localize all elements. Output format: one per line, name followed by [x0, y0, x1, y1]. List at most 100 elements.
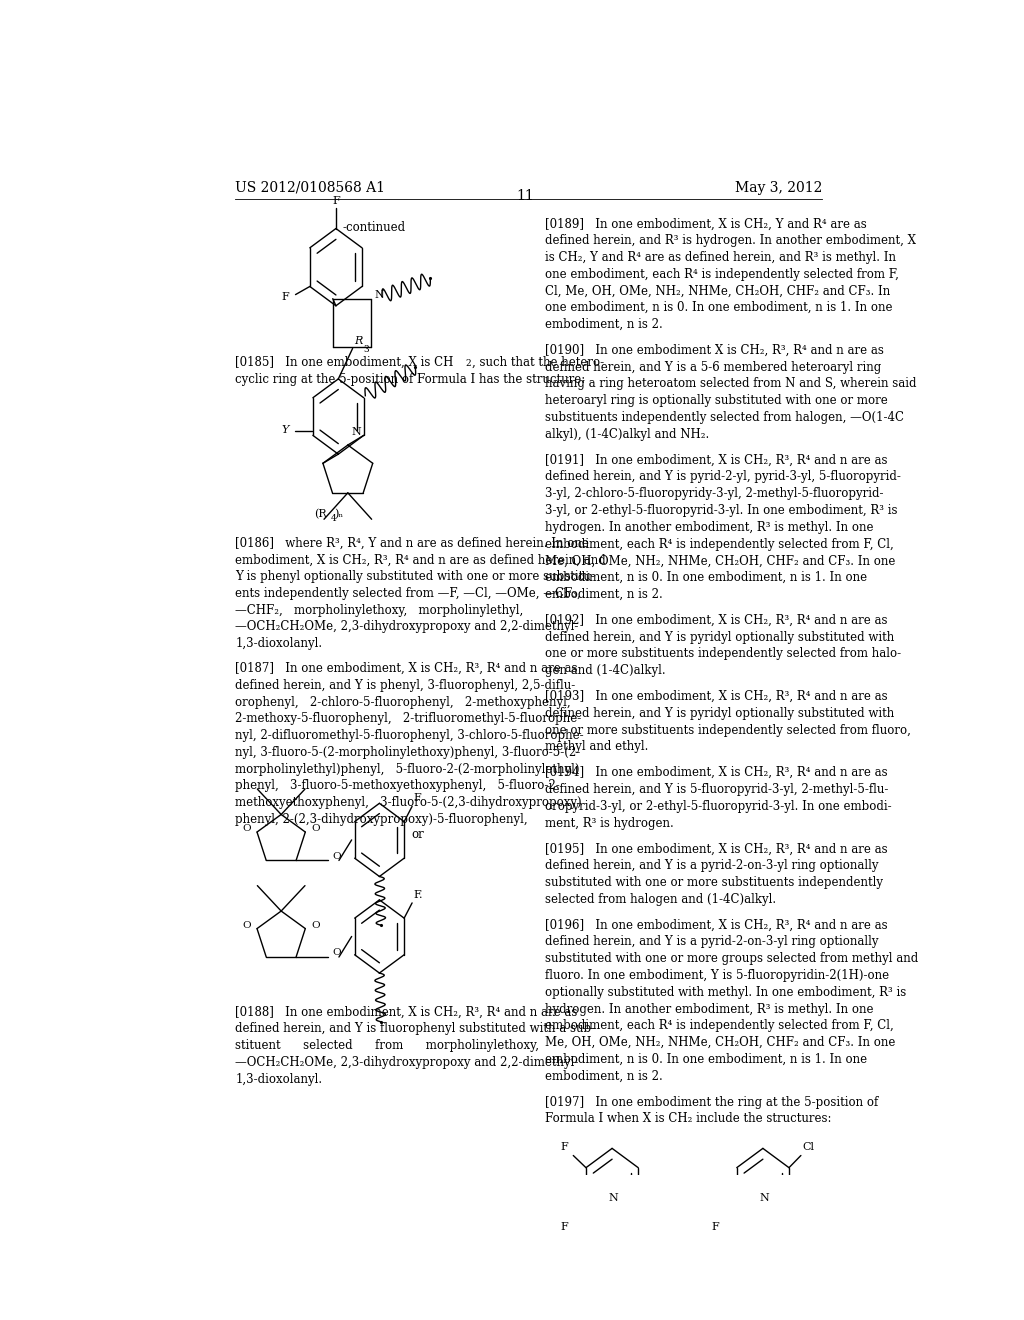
- Text: [0185]   In one embodiment, X is CH: [0185] In one embodiment, X is CH: [236, 355, 454, 368]
- Text: hydrogen. In another embodiment, R³ is methyl. In one: hydrogen. In another embodiment, R³ is m…: [545, 1002, 873, 1015]
- Text: 3: 3: [362, 345, 369, 354]
- Text: N: N: [374, 289, 384, 300]
- Text: embodiment, each R⁴ is independently selected from F, Cl,: embodiment, each R⁴ is independently sel…: [545, 537, 893, 550]
- Text: selected from halogen and (1-4C)alkyl.: selected from halogen and (1-4C)alkyl.: [545, 892, 776, 906]
- Text: embodiment, each R⁴ is independently selected from F, Cl,: embodiment, each R⁴ is independently sel…: [545, 1019, 893, 1032]
- Text: [0193]   In one embodiment, X is CH₂, R³, R⁴ and n are as: [0193] In one embodiment, X is CH₂, R³, …: [545, 690, 887, 704]
- Text: [0194]   In one embodiment, X is CH₂, R³, R⁴ and n are as: [0194] In one embodiment, X is CH₂, R³, …: [545, 766, 887, 779]
- Text: Formula I when X is CH₂ include the structures:: Formula I when X is CH₂ include the stru…: [545, 1113, 831, 1125]
- Text: Me, OH, OMe, NH₂, NHMe, CH₂OH, CHF₂ and CF₃. In one: Me, OH, OMe, NH₂, NHMe, CH₂OH, CHF₂ and …: [545, 554, 895, 568]
- Text: [0190]   In one embodiment X is CH₂, R³, R⁴ and n are as: [0190] In one embodiment X is CH₂, R³, R…: [545, 345, 884, 356]
- Text: O: O: [333, 949, 341, 957]
- Text: embodiment, n is 2.: embodiment, n is 2.: [545, 1069, 663, 1082]
- Text: Cl, Me, OH, OMe, NH₂, NHMe, CH₂OH, CHF₂ and CF₃. In: Cl, Me, OH, OMe, NH₂, NHMe, CH₂OH, CHF₂ …: [545, 284, 890, 297]
- Text: Y: Y: [282, 425, 289, 436]
- Text: [0197]   In one embodiment the ring at the 5-position of: [0197] In one embodiment the ring at the…: [545, 1096, 878, 1109]
- Text: methoxyethoxyphenyl,   3-fluoro-5-(2,3-dihydroxypropoxy): methoxyethoxyphenyl, 3-fluoro-5-(2,3-dih…: [236, 796, 582, 809]
- Text: 1,3-dioxolanyl.: 1,3-dioxolanyl.: [236, 638, 323, 651]
- Text: —CHF₂,   morpholinylethoxy,   morpholinylethyl,: —CHF₂, morpholinylethoxy, morpholinyleth…: [236, 603, 523, 616]
- Text: R: R: [354, 337, 362, 346]
- Text: 3-yl, or 2-ethyl-5-fluoropyrid-3-yl. In one embodiment, R³ is: 3-yl, or 2-ethyl-5-fluoropyrid-3-yl. In …: [545, 504, 897, 517]
- Text: nyl, 3-fluoro-5-(2-morpholinylethoxy)phenyl, 3-fluoro-5-(2-: nyl, 3-fluoro-5-(2-morpholinylethoxy)phe…: [236, 746, 581, 759]
- Text: embodiment, n is 2.: embodiment, n is 2.: [545, 318, 663, 331]
- Text: cyclic ring at the 5-position of Formula I has the structure:: cyclic ring at the 5-position of Formula…: [236, 372, 586, 385]
- Text: O: O: [311, 921, 321, 931]
- Text: F: F: [561, 1221, 568, 1232]
- Text: 1,3-dioxolanyl.: 1,3-dioxolanyl.: [236, 1073, 323, 1085]
- Text: defined herein, and Y is a pyrid-2-on-3-yl ring optionally: defined herein, and Y is a pyrid-2-on-3-…: [545, 859, 879, 873]
- Text: Y is phenyl optionally substituted with one or more substitu-: Y is phenyl optionally substituted with …: [236, 570, 595, 583]
- Text: defined herein, and Y is a 5-6 membered heteroaryl ring: defined herein, and Y is a 5-6 membered …: [545, 360, 881, 374]
- Text: one or more substituents independently selected from halo-: one or more substituents independently s…: [545, 647, 901, 660]
- Text: -continued: -continued: [342, 222, 406, 235]
- Text: , such that the hetero-: , such that the hetero-: [472, 355, 604, 368]
- Text: is CH₂, Y and R⁴ are as defined herein, and R³ is methyl. In: is CH₂, Y and R⁴ are as defined herein, …: [545, 251, 896, 264]
- Text: N: N: [760, 1193, 769, 1204]
- Text: embodiment, n is 0. In one embodiment, n is 1. In one: embodiment, n is 0. In one embodiment, n…: [545, 1053, 866, 1065]
- Text: F: F: [282, 292, 289, 302]
- Text: F.: F.: [414, 890, 423, 900]
- Text: oropyrid-3-yl, or 2-ethyl-5-fluoropyrid-3-yl. In one embodi-: oropyrid-3-yl, or 2-ethyl-5-fluoropyrid-…: [545, 800, 891, 813]
- Text: defined herein, and Y is fluorophenyl substituted with a sub-: defined herein, and Y is fluorophenyl su…: [236, 1023, 595, 1035]
- Text: one embodiment, n is 0. In one embodiment, n is 1. In one: one embodiment, n is 0. In one embodimen…: [545, 301, 892, 314]
- Text: optionally substituted with methyl. In one embodiment, R³ is: optionally substituted with methyl. In o…: [545, 986, 906, 999]
- Text: —OCH₂CH₂OMe, 2,3-dihydroxypropoxy and 2,2-dimethyl-: —OCH₂CH₂OMe, 2,3-dihydroxypropoxy and 2,…: [236, 620, 579, 634]
- Text: F: F: [561, 1142, 568, 1152]
- Text: alkyl), (1-4C)alkyl and NH₂.: alkyl), (1-4C)alkyl and NH₂.: [545, 428, 709, 441]
- Text: [0196]   In one embodiment, X is CH₂, R³, R⁴ and n are as: [0196] In one embodiment, X is CH₂, R³, …: [545, 919, 887, 932]
- Text: F: F: [712, 1221, 719, 1232]
- Text: nyl, 2-difluoromethyl-5-fluorophenyl, 3-chloro-5-fluorophe-: nyl, 2-difluoromethyl-5-fluorophenyl, 3-…: [236, 729, 584, 742]
- Text: fluoro. In one embodiment, Y is 5-fluoropyridin-2(1H)-one: fluoro. In one embodiment, Y is 5-fluoro…: [545, 969, 889, 982]
- Text: methyl and ethyl.: methyl and ethyl.: [545, 741, 648, 754]
- Text: defined herein, and Y is pyridyl optionally substituted with: defined herein, and Y is pyridyl optiona…: [545, 631, 894, 644]
- Text: heteroaryl ring is optionally substituted with one or more: heteroaryl ring is optionally substitute…: [545, 395, 888, 407]
- Text: [0192]   In one embodiment, X is CH₂, R³, R⁴ and n are as: [0192] In one embodiment, X is CH₂, R³, …: [545, 614, 887, 627]
- Text: May 3, 2012: May 3, 2012: [735, 181, 822, 195]
- Text: F: F: [414, 793, 422, 804]
- Text: ents independently selected from —F, —Cl, —OMe, —CF₃,: ents independently selected from —F, —Cl…: [236, 587, 581, 599]
- Text: —OCH₂CH₂OMe, 2,3-dihydroxypropoxy and 2,2-dimethyl-: —OCH₂CH₂OMe, 2,3-dihydroxypropoxy and 2,…: [236, 1056, 579, 1069]
- Text: [0191]   In one embodiment, X is CH₂, R³, R⁴ and n are as: [0191] In one embodiment, X is CH₂, R³, …: [545, 454, 887, 467]
- Text: [0195]   In one embodiment, X is CH₂, R³, R⁴ and n are as: [0195] In one embodiment, X is CH₂, R³, …: [545, 842, 887, 855]
- Text: Me, OH, OMe, NH₂, NHMe, CH₂OH, CHF₂ and CF₃. In one: Me, OH, OMe, NH₂, NHMe, CH₂OH, CHF₂ and …: [545, 1036, 895, 1049]
- Text: US 2012/0108568 A1: US 2012/0108568 A1: [236, 181, 385, 195]
- Text: O: O: [242, 921, 251, 931]
- Text: stituent      selected      from      morpholinylethoxy,: stituent selected from morpholinylethoxy…: [236, 1039, 539, 1052]
- Text: embodiment, X is CH₂, R³, R⁴ and n are as defined herein, and: embodiment, X is CH₂, R³, R⁴ and n are a…: [236, 553, 606, 566]
- Text: 2: 2: [465, 359, 471, 368]
- Text: [0187]   In one embodiment, X is CH₂, R³, R⁴ and n are as: [0187] In one embodiment, X is CH₂, R³, …: [236, 663, 578, 675]
- Text: or: or: [412, 829, 424, 841]
- Text: substituted with one or more substituents independently: substituted with one or more substituent…: [545, 876, 883, 888]
- Text: [0186]   where R³, R⁴, Y and n are as defined herein. In one: [0186] where R³, R⁴, Y and n are as defi…: [236, 536, 589, 549]
- Text: phenyl, 2-(2,3-dihydroxypropoxy)-5-fluorophenyl,: phenyl, 2-(2,3-dihydroxypropoxy)-5-fluor…: [236, 813, 527, 826]
- Text: Cl: Cl: [803, 1142, 814, 1152]
- Text: N: N: [351, 426, 360, 437]
- Text: one embodiment, each R⁴ is independently selected from F,: one embodiment, each R⁴ is independently…: [545, 268, 898, 281]
- Text: defined herein, and Y is phenyl, 3-fluorophenyl, 2,5-diflu-: defined herein, and Y is phenyl, 3-fluor…: [236, 678, 575, 692]
- Text: phenyl,   3-fluoro-5-methoxyethoxyphenyl,   5-fluoro-2-: phenyl, 3-fluoro-5-methoxyethoxyphenyl, …: [236, 779, 560, 792]
- Text: O: O: [311, 825, 321, 833]
- Text: [0188]   In one embodiment, X is CH₂, R³, R⁴ and n are as: [0188] In one embodiment, X is CH₂, R³, …: [236, 1006, 578, 1019]
- Text: 11: 11: [516, 189, 534, 203]
- Text: embodiment, n is 2.: embodiment, n is 2.: [545, 587, 663, 601]
- Text: embodiment, n is 0. In one embodiment, n is 1. In one: embodiment, n is 0. In one embodiment, n…: [545, 572, 866, 583]
- Text: [0189]   In one embodiment, X is CH₂, Y and R⁴ are as: [0189] In one embodiment, X is CH₂, Y an…: [545, 218, 866, 231]
- Text: defined herein, and Y is 5-fluoropyrid-3-yl, 2-methyl-5-flu-: defined herein, and Y is 5-fluoropyrid-3…: [545, 783, 888, 796]
- Text: N: N: [609, 1193, 618, 1204]
- Text: (R: (R: [314, 510, 327, 519]
- Text: F: F: [332, 197, 340, 206]
- Text: ment, R³ is hydrogen.: ment, R³ is hydrogen.: [545, 817, 674, 829]
- Text: orophenyl,   2-chloro-5-fluorophenyl,   2-methoxyphenyl,: orophenyl, 2-chloro-5-fluorophenyl, 2-me…: [236, 696, 570, 709]
- Text: defined herein, and Y is pyrid-2-yl, pyrid-3-yl, 5-fluoropyrid-: defined herein, and Y is pyrid-2-yl, pyr…: [545, 470, 900, 483]
- Text: morpholinylethyl)phenyl,   5-fluoro-2-(2-morpholinylethyl): morpholinylethyl)phenyl, 5-fluoro-2-(2-m…: [236, 763, 580, 776]
- Text: 2-methoxy-5-fluorophenyl,   2-trifluoromethyl-5-fluorophe-: 2-methoxy-5-fluorophenyl, 2-trifluoromet…: [236, 713, 582, 725]
- Text: defined herein, and Y is pyridyl optionally substituted with: defined herein, and Y is pyridyl optiona…: [545, 706, 894, 719]
- Text: one or more substituents independently selected from fluoro,: one or more substituents independently s…: [545, 723, 910, 737]
- Text: defined herein, and R³ is hydrogen. In another embodiment, X: defined herein, and R³ is hydrogen. In a…: [545, 234, 915, 247]
- Text: )ₙ: )ₙ: [334, 510, 344, 519]
- Text: 3-yl, 2-chloro-5-fluoropyridy-3-yl, 2-methyl-5-fluoropyrid-: 3-yl, 2-chloro-5-fluoropyridy-3-yl, 2-me…: [545, 487, 883, 500]
- Text: having a ring heteroatom selected from N and S, wherein said: having a ring heteroatom selected from N…: [545, 378, 916, 391]
- Text: hydrogen. In another embodiment, R³ is methyl. In one: hydrogen. In another embodiment, R³ is m…: [545, 521, 873, 533]
- Text: O: O: [242, 825, 251, 833]
- Text: gen and (1-4C)alkyl.: gen and (1-4C)alkyl.: [545, 664, 666, 677]
